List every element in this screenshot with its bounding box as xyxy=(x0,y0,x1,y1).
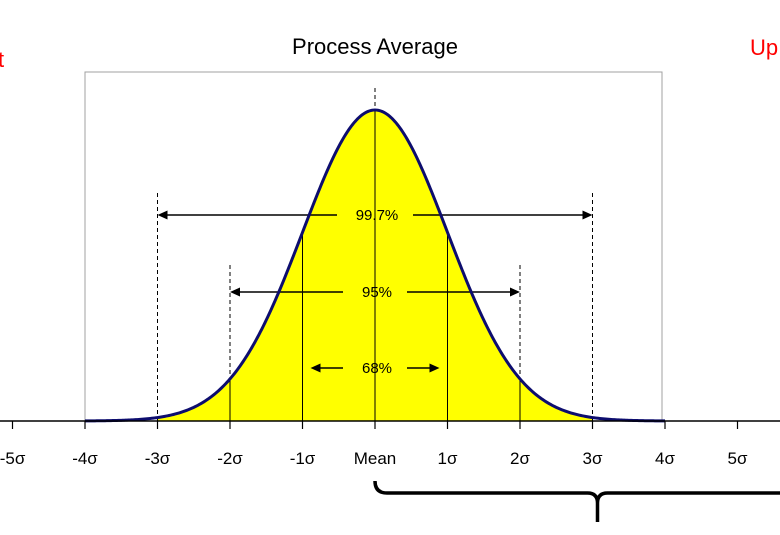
interval-dashed-lines xyxy=(157,88,593,421)
x-tick-label: -3σ xyxy=(145,449,171,468)
arrowhead-right xyxy=(429,363,440,373)
x-axis-ticks: -5σ -4σ -3σ -2σ -1σ Mean 1σ 2σ 3σ 4σ 5σ xyxy=(0,421,748,468)
interval-label: 95% xyxy=(362,284,392,301)
range-bracket xyxy=(373,480,780,522)
sigma-lines xyxy=(157,110,593,421)
arrowhead-right xyxy=(582,210,593,220)
x-tick-label: -5σ xyxy=(0,449,26,468)
x-tick-label: Mean xyxy=(354,449,397,468)
x-tick-label: 4σ xyxy=(655,449,675,468)
distribution-curve xyxy=(84,108,666,423)
x-tick-label: 5σ xyxy=(728,449,748,468)
arrowhead-right xyxy=(510,287,520,297)
x-tick-label: 3σ xyxy=(583,449,603,468)
x-tick-label: -2σ xyxy=(217,449,243,468)
x-tick-label: -1σ xyxy=(290,449,316,468)
interval-label: 99.7% xyxy=(356,207,399,224)
x-tick-label: 1σ xyxy=(438,449,458,468)
upper-limit-label: Up xyxy=(750,35,778,60)
interval-label: 68% xyxy=(362,360,392,377)
arrowhead-left xyxy=(310,363,321,373)
arrowhead-left xyxy=(157,210,168,220)
chart-title: Process Average xyxy=(292,34,458,59)
lower-limit-label: t xyxy=(0,47,4,72)
x-tick-label: 2σ xyxy=(510,449,530,468)
arrowhead-left xyxy=(230,287,240,297)
x-tick-label: -4σ xyxy=(72,449,98,468)
